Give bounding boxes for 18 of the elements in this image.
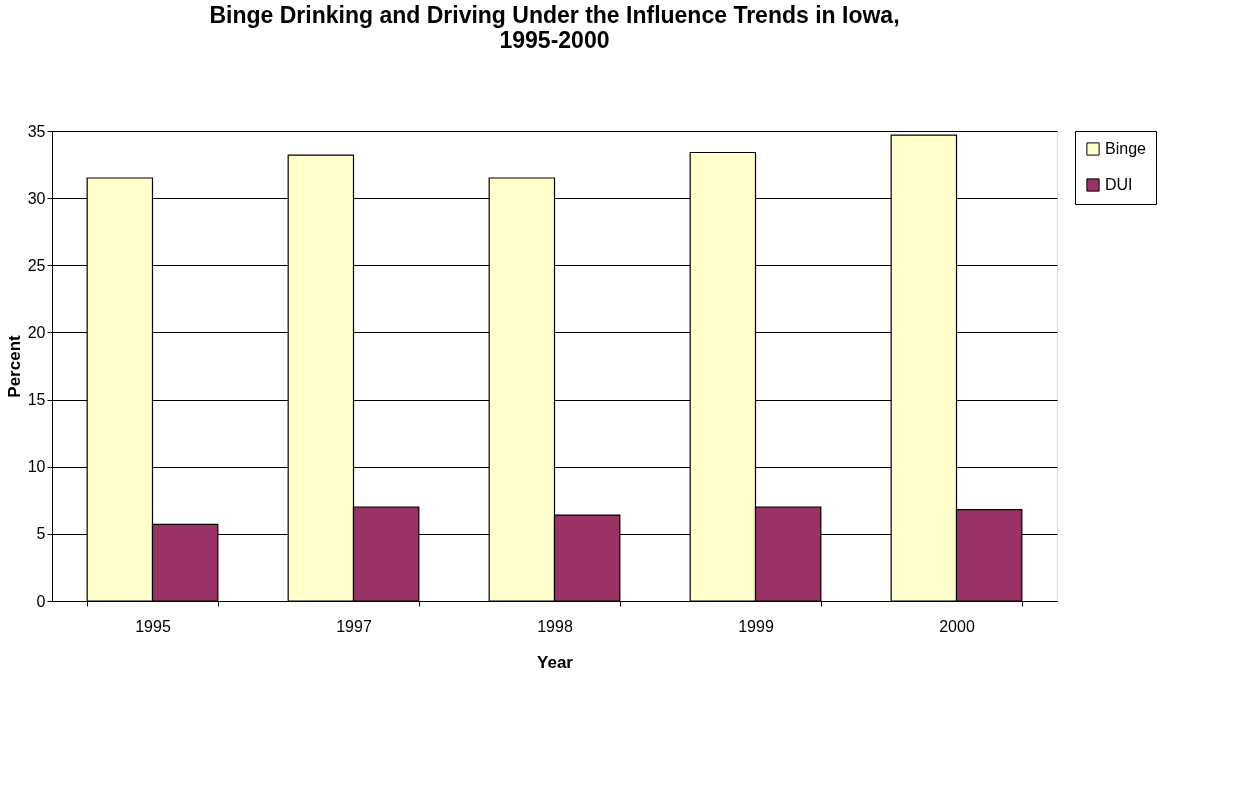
y-tick-label: 30 <box>27 189 46 207</box>
legend-label: Binge <box>1105 140 1147 157</box>
y-tick-label: 20 <box>27 323 46 341</box>
chart-title: Binge Drinking and Driving Under the Influence Trends in Iowa, 1995-2000 <box>209 2 900 53</box>
x-tick-label: 1997 <box>336 617 372 635</box>
legend-label: DUI <box>1105 176 1133 193</box>
x-tick-label: 1999 <box>738 617 774 635</box>
y-tick-label: 25 <box>27 256 46 274</box>
y-tick-label: 5 <box>36 525 46 543</box>
x-axis-title: Year <box>537 652 574 672</box>
x-tick-label: 1995 <box>135 617 171 635</box>
y-tick-label: 10 <box>27 458 46 476</box>
x-tick-label: 1998 <box>537 617 573 635</box>
y-tick-label: 15 <box>27 391 46 409</box>
x-tick-label: 2000 <box>939 617 975 635</box>
y-tick-label: 35 <box>27 122 46 140</box>
y-tick-label: 0 <box>36 592 46 610</box>
y-axis-title: Percent <box>4 334 24 398</box>
